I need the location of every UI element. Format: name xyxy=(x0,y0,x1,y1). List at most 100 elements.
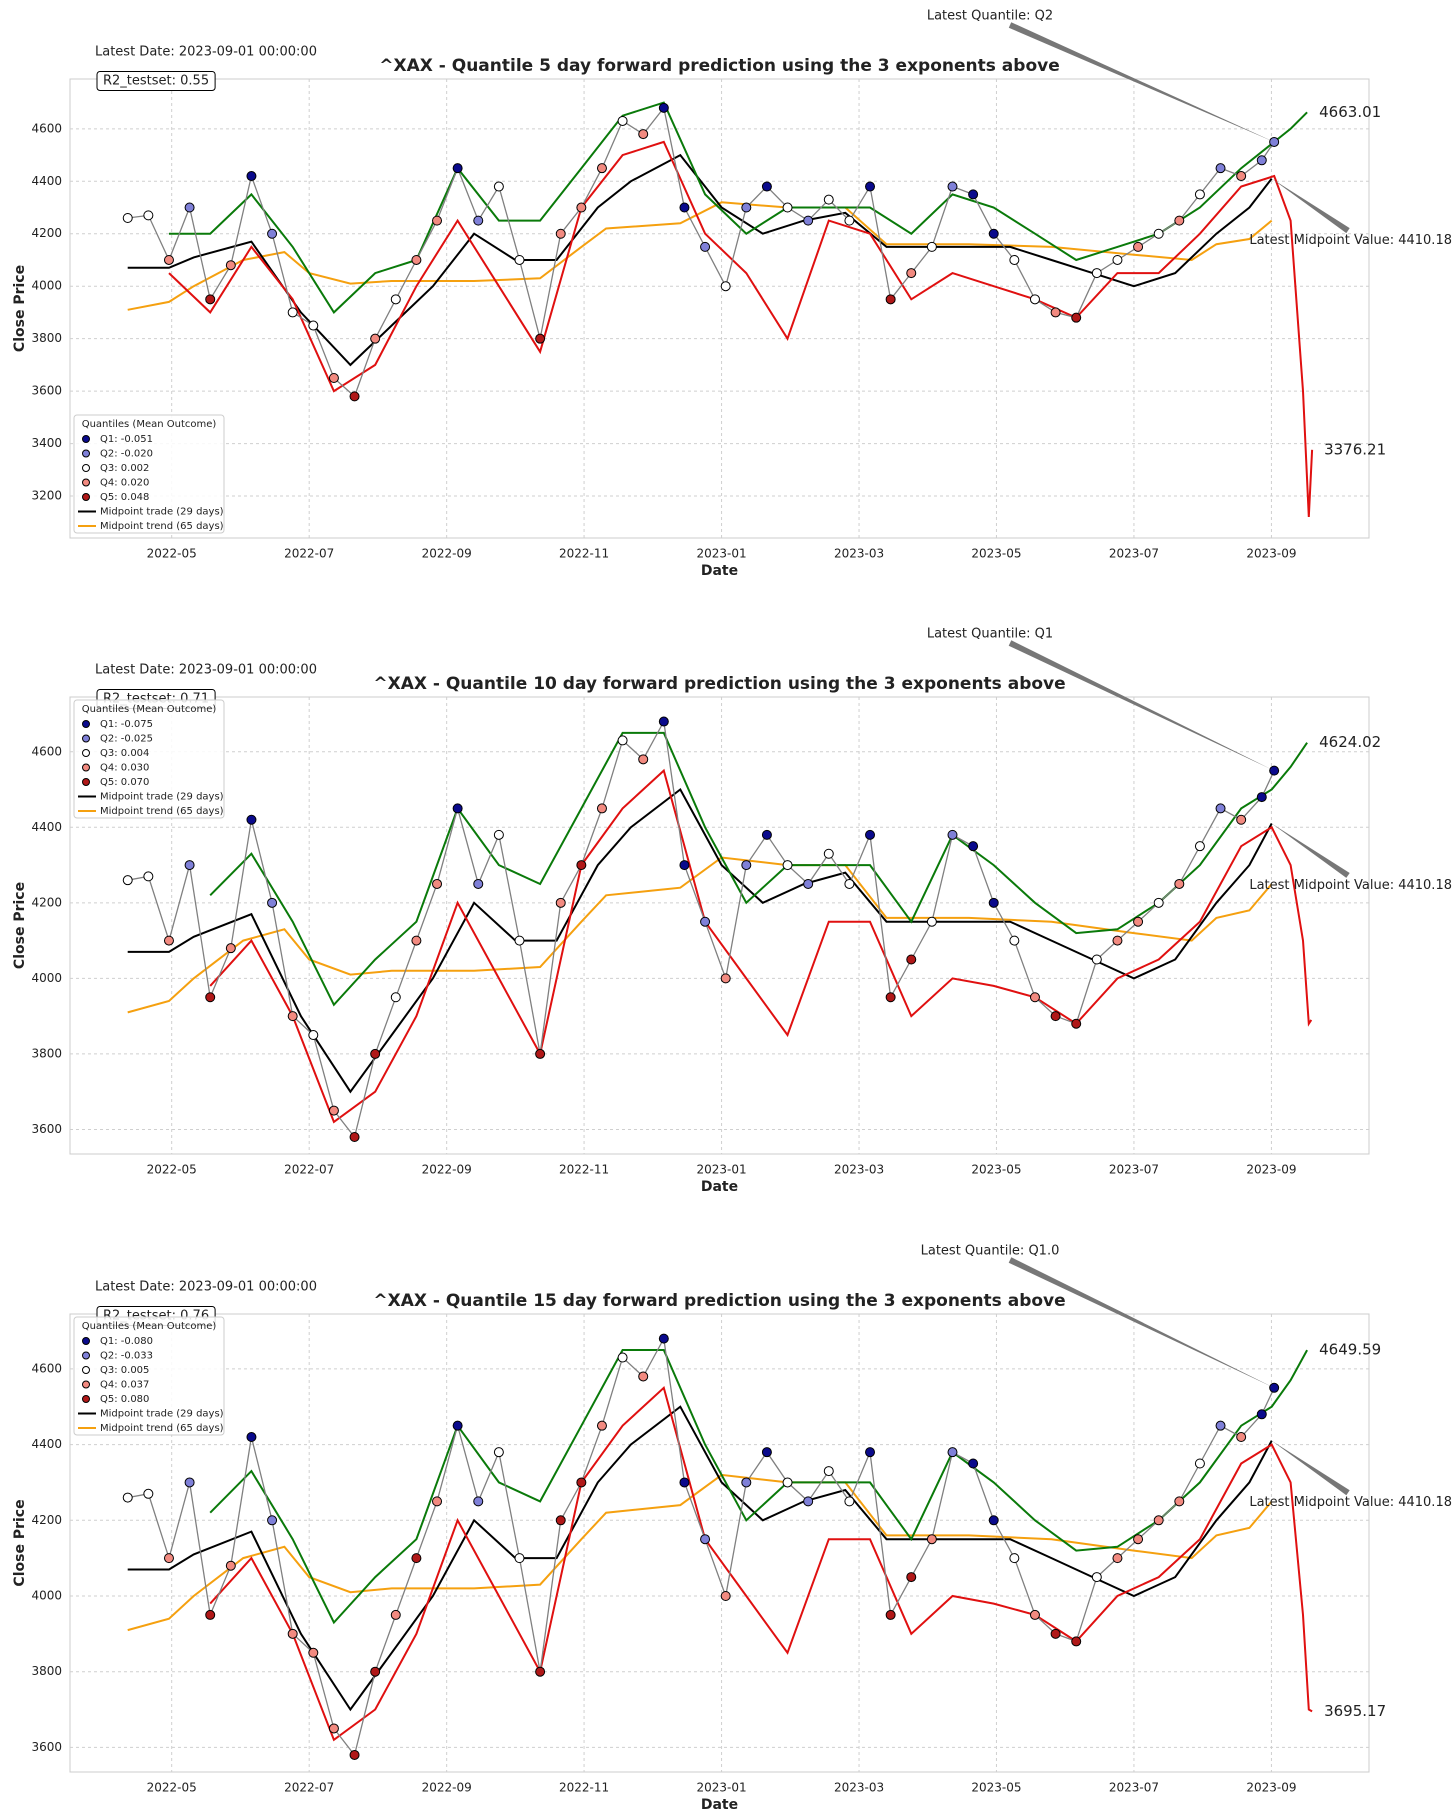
price-point xyxy=(473,215,484,226)
price-point xyxy=(576,860,587,871)
price-point xyxy=(844,215,855,226)
y-tick-label: 4600 xyxy=(31,744,62,758)
legend-box xyxy=(73,1316,225,1436)
latest-date: Latest Date: 2023-09-01 00:00:00 xyxy=(95,1280,317,1295)
r2-label: R2_testset: 0.55 xyxy=(103,74,209,89)
price-point xyxy=(308,1647,319,1658)
price-point xyxy=(906,268,917,279)
legend-marker xyxy=(82,720,90,728)
price-point xyxy=(803,878,814,889)
y-tick-label: 4600 xyxy=(31,1361,62,1375)
price-point xyxy=(370,1666,381,1677)
price-point xyxy=(968,189,979,200)
price-point xyxy=(865,829,876,840)
price-point xyxy=(555,1515,566,1526)
price-point xyxy=(535,1048,546,1059)
price-point xyxy=(720,1590,731,1601)
price-point xyxy=(184,202,195,213)
price-point xyxy=(390,294,401,305)
annotation-arrow xyxy=(1271,823,1350,878)
legend-label: Midpoint trade (29 days) xyxy=(100,1409,224,1420)
price-point xyxy=(968,841,979,852)
legend: Quantiles (Mean Outcome) Q1: -0.051 Q2: -0… xyxy=(73,414,225,534)
legend-label: Q1: -0.080 xyxy=(100,1336,153,1347)
price-point xyxy=(761,181,772,192)
price-point xyxy=(844,1496,855,1507)
price-point xyxy=(328,1723,339,1734)
annotation-arrow xyxy=(1271,178,1350,234)
price-point xyxy=(1133,1534,1144,1545)
legend-marker xyxy=(82,778,90,786)
legend-marker xyxy=(82,1395,90,1403)
price-point xyxy=(1174,878,1185,889)
price-point xyxy=(390,1609,401,1620)
price-point xyxy=(1071,1636,1082,1647)
price-point xyxy=(658,716,669,727)
price-point xyxy=(452,803,463,814)
price-point xyxy=(205,992,216,1003)
y-tick-label: 4400 xyxy=(31,1437,62,1451)
price-point xyxy=(865,1447,876,1458)
y-tick-label: 3800 xyxy=(31,331,62,345)
price-point xyxy=(246,814,257,825)
price-point xyxy=(432,878,443,889)
x-tick-label: 2023-07 xyxy=(1109,1781,1159,1795)
y-tick-label: 3400 xyxy=(31,436,62,450)
price-point xyxy=(741,1477,752,1488)
x-tick-label: 2022-11 xyxy=(559,1781,609,1795)
lines xyxy=(122,101,1314,518)
price-point xyxy=(1029,1609,1040,1620)
price-point xyxy=(225,1560,236,1571)
price-point xyxy=(184,860,195,871)
price-point xyxy=(122,1492,133,1503)
x-tick-label: 2022-07 xyxy=(284,1163,334,1177)
plot-area xyxy=(69,78,1370,539)
price-point xyxy=(370,1048,381,1059)
y-tick-label: 3600 xyxy=(31,1122,62,1136)
price-point xyxy=(1050,1011,1061,1022)
legend-title: Quantiles (Mean Outcome) xyxy=(82,1321,217,1332)
price-point xyxy=(473,1496,484,1507)
price-point xyxy=(411,935,422,946)
legend-label: Q1: -0.075 xyxy=(100,719,153,730)
price-point xyxy=(328,373,339,384)
price-point xyxy=(514,254,525,265)
x-tick-label: 2023-05 xyxy=(971,1781,1021,1795)
legend-marker xyxy=(82,464,90,472)
x-tick-label: 2022-05 xyxy=(147,547,197,561)
price-point xyxy=(988,228,999,239)
x-tick-label: 2023-01 xyxy=(696,1781,746,1795)
x-tick-label: 2023-01 xyxy=(696,1163,746,1177)
price-point xyxy=(349,1749,360,1760)
price-point xyxy=(1256,1409,1267,1420)
price-point xyxy=(885,1609,896,1620)
price-point xyxy=(844,878,855,889)
price-point xyxy=(638,754,649,765)
price-point xyxy=(535,333,546,344)
price-point xyxy=(308,320,319,331)
price-point xyxy=(658,1333,669,1344)
price-point xyxy=(741,202,752,213)
price-point xyxy=(761,1447,772,1458)
legend-marker xyxy=(82,449,90,458)
legend-label: Q5: 0.080 xyxy=(100,1394,149,1405)
price-point xyxy=(947,829,958,840)
y-tick-label: 4000 xyxy=(31,1588,62,1602)
price-point xyxy=(184,1477,195,1488)
legend-label: Q2: -0.025 xyxy=(100,734,153,745)
y-axis-label: Close Price xyxy=(12,1499,28,1586)
price-point xyxy=(1236,171,1247,182)
price-point xyxy=(617,735,628,746)
price-point xyxy=(1029,294,1040,305)
price-point xyxy=(1009,935,1020,946)
price-point xyxy=(432,1496,443,1507)
price-point xyxy=(246,1432,257,1443)
price-point xyxy=(926,241,937,252)
price-point xyxy=(287,1628,298,1639)
price-point xyxy=(947,1447,958,1458)
x-tick-label: 2023-09 xyxy=(1246,1781,1296,1795)
legend-label: Q3: 0.005 xyxy=(100,1365,149,1376)
price-point xyxy=(1091,268,1102,279)
x-tick-label: 2022-11 xyxy=(559,547,609,561)
